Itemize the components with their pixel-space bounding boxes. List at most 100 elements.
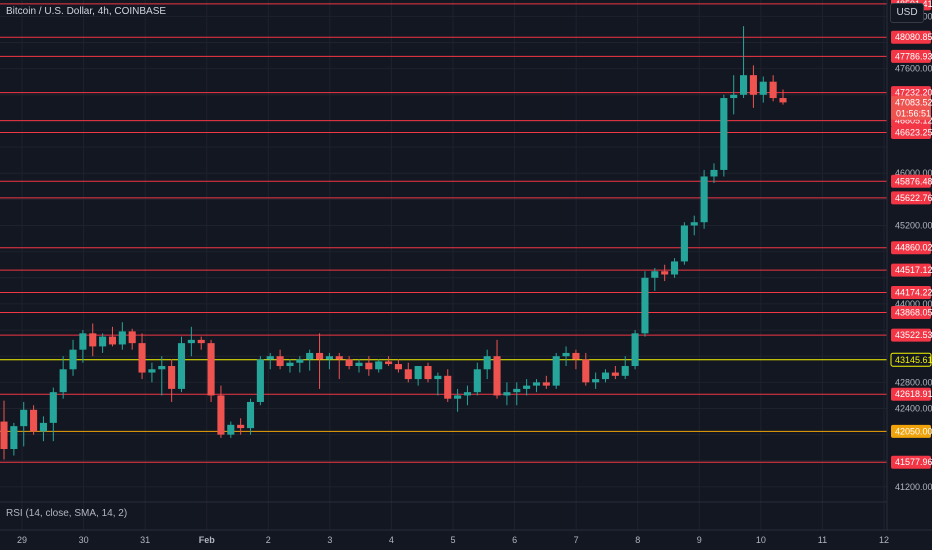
level-badge-label: 44517.12 <box>895 265 932 275</box>
level-price-badge: 45622.76 <box>891 191 932 204</box>
candle-body <box>592 379 599 382</box>
candle-body <box>523 386 530 389</box>
time-tick-label: 3 <box>327 535 332 545</box>
candle-body <box>10 426 17 449</box>
price-tick-label: 47600.00 <box>895 64 932 74</box>
time-tick-label: 5 <box>450 535 455 545</box>
level-badge-label: 44860.02 <box>895 243 932 253</box>
time-axis[interactable]: 29 30 31 Feb 2 3 4 5 6 7 8 9 10 11 12 <box>17 535 889 545</box>
candle-body <box>306 353 313 360</box>
level-price-badge: 44174.22 <box>891 286 932 299</box>
candle-body <box>198 340 205 343</box>
candle-body <box>730 95 737 98</box>
time-tick-label: 29 <box>17 535 27 545</box>
candle-body <box>375 361 382 369</box>
level-price-badge: 44860.02 <box>891 241 932 254</box>
level-badge-label: 41577.96 <box>895 457 932 467</box>
candle-body <box>178 343 185 389</box>
candle-body <box>0 422 7 449</box>
candle-body <box>691 222 698 225</box>
bar-countdown-label: 01:56:51 <box>896 108 931 118</box>
level-badge-label: 43868.05 <box>895 308 932 318</box>
time-tick-label: 12 <box>879 535 889 545</box>
candle-body <box>60 369 67 392</box>
level-price-badge: 46623.25 <box>891 126 932 139</box>
candle-body <box>543 382 550 385</box>
candle-body <box>602 373 609 380</box>
level-badge-label: 42618.91 <box>895 389 932 399</box>
candle-body <box>563 353 570 356</box>
price-tick-label: 42400.00 <box>895 403 932 413</box>
candle-body <box>740 75 747 95</box>
candle-body <box>424 366 431 379</box>
level-price-badge: 47786.93 <box>891 50 932 63</box>
candle-body <box>572 353 579 360</box>
candle-body <box>632 333 639 366</box>
candle-body <box>710 170 717 177</box>
candle-body <box>79 333 86 349</box>
level-badge-label: 42050.00 <box>895 426 932 436</box>
candle-body <box>20 410 27 426</box>
candle-body <box>612 373 619 376</box>
candle-body <box>237 425 244 428</box>
candle-body <box>681 225 688 261</box>
candle-body <box>395 364 402 369</box>
candle-body <box>415 366 422 379</box>
price-tick-label: 41200.00 <box>895 482 932 492</box>
candle-body <box>405 369 412 379</box>
candle-body <box>227 425 234 435</box>
candle-body <box>434 376 441 379</box>
level-badge-label: 46623.25 <box>895 127 932 137</box>
candle-body <box>119 331 126 344</box>
candle-body <box>129 331 136 343</box>
level-badge-label: 45622.76 <box>895 193 932 203</box>
level-price-badge: 45876.48 <box>891 175 932 188</box>
time-tick-label: 6 <box>512 535 517 545</box>
level-price-badge: 42618.91 <box>891 388 932 401</box>
time-tick-label: 8 <box>635 535 640 545</box>
candle-body <box>493 356 500 395</box>
candle-body <box>188 340 195 343</box>
candle-body <box>326 356 333 359</box>
candle-body <box>208 343 215 395</box>
candle-body <box>770 82 777 98</box>
candle-body <box>109 337 116 345</box>
time-tick-label: 30 <box>79 535 89 545</box>
candle-body <box>365 363 372 370</box>
candle-body <box>760 82 767 95</box>
level-badge-label: 47786.93 <box>895 51 932 61</box>
time-tick-label: 4 <box>389 535 394 545</box>
level-price-badge: 43522.53 <box>891 329 932 342</box>
candle-body <box>346 359 353 366</box>
candle-body <box>454 395 461 398</box>
level-badge-label: 43145.61 <box>895 355 932 365</box>
price-tick-label: 45200.00 <box>895 220 932 230</box>
candle-body <box>89 333 96 346</box>
candle-body <box>296 359 303 362</box>
candle-body <box>69 350 76 370</box>
candle-body <box>720 98 727 170</box>
level-price-badge: 41577.96 <box>891 456 932 469</box>
candle-body <box>513 389 520 392</box>
time-tick-label: 11 <box>818 535 827 545</box>
candle-body <box>139 343 146 372</box>
candle-body <box>277 356 284 366</box>
time-tick-label: 31 <box>140 535 150 545</box>
candle-body <box>50 392 57 423</box>
candle-body <box>30 410 37 432</box>
candle-body <box>99 337 106 347</box>
level-price-badge: 43868.05 <box>891 306 932 319</box>
time-tick-label: 9 <box>697 535 702 545</box>
candle-body <box>622 366 629 376</box>
candle-body <box>553 356 560 385</box>
level-price-badge: 48080.85 <box>891 31 932 44</box>
currency-button[interactable]: USD <box>890 3 924 23</box>
candle-body <box>750 75 757 95</box>
level-price-badge: 42050.00 <box>891 425 932 438</box>
candle-body <box>158 366 165 369</box>
candle-body <box>641 278 648 334</box>
rsi-indicator-label[interactable]: RSI (14, close, SMA, 14, 2) <box>6 508 127 519</box>
candle-body <box>651 271 658 278</box>
